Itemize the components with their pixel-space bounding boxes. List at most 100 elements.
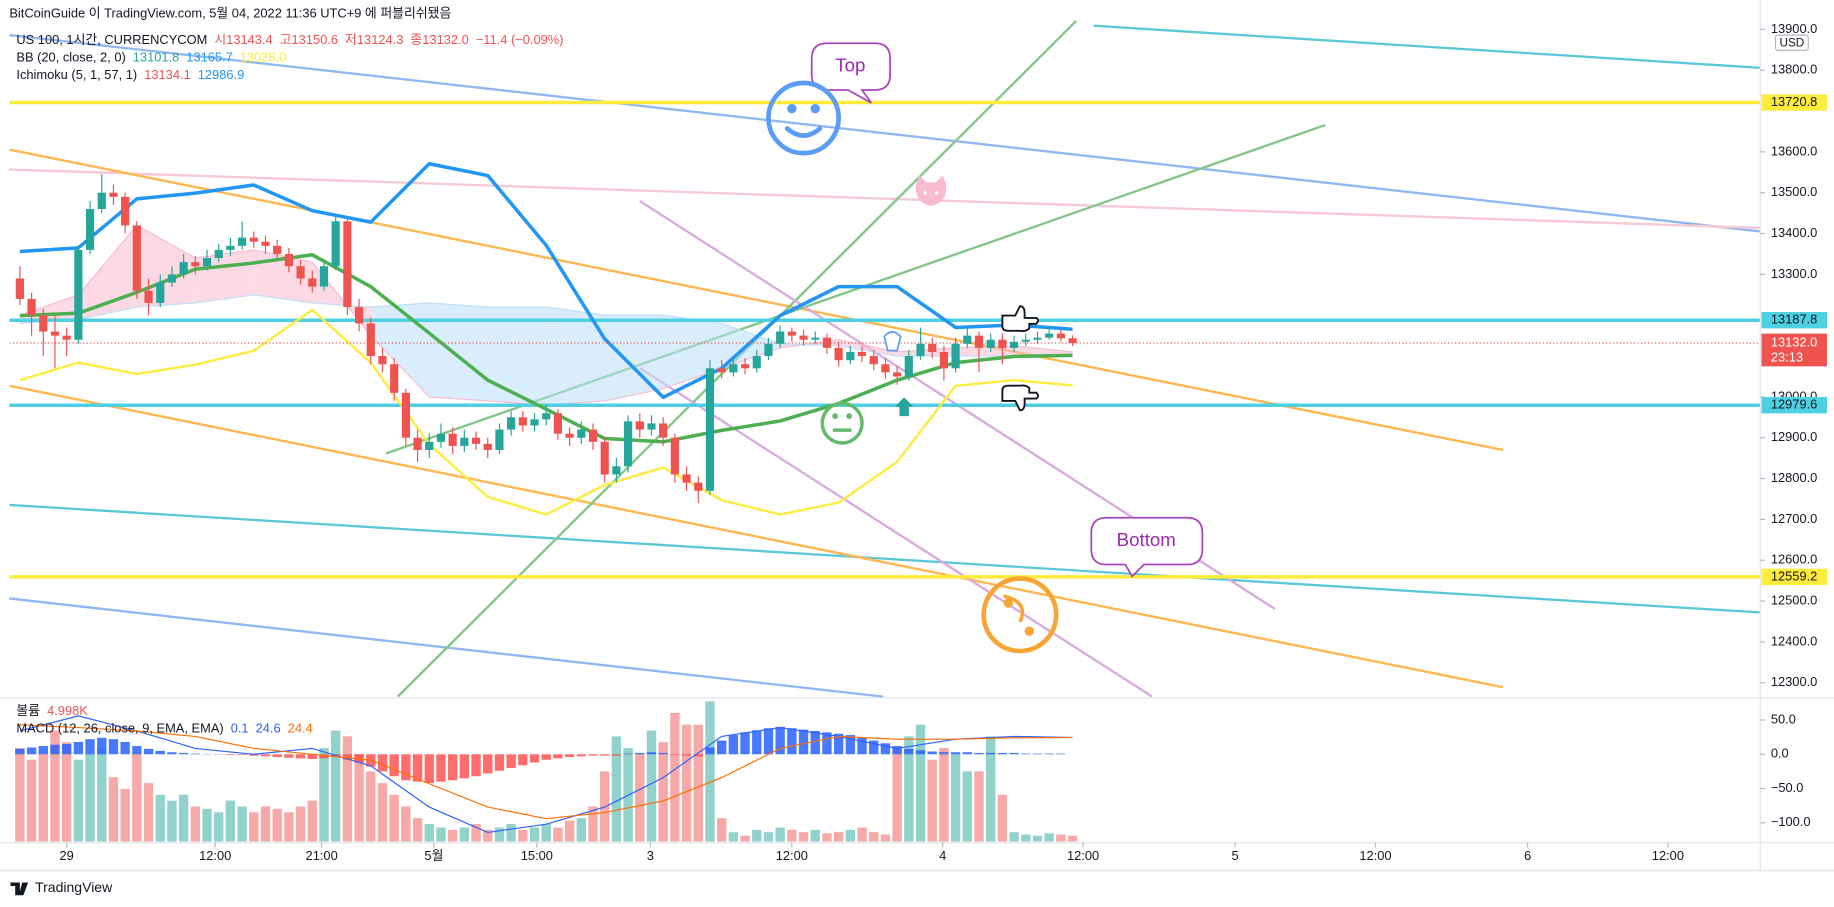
macd-histogram-bar [412, 754, 423, 782]
macd-histogram-bar [681, 754, 692, 756]
candle-body [191, 262, 200, 267]
legend-value: 13165.7 [186, 50, 233, 65]
candle-body [893, 372, 902, 377]
macd-histogram-bar [15, 748, 25, 755]
macd-histogram-bar [705, 747, 715, 755]
y-tick-label: 12500.0 [1771, 592, 1818, 607]
candle-body [460, 437, 469, 446]
legend-value: 24.4 [288, 721, 313, 736]
volume-bar [354, 753, 364, 842]
candle-body [331, 221, 340, 267]
volume-bar [73, 759, 84, 842]
currency: USD [1780, 36, 1805, 49]
legend-row: US 100, 1시간, CURRENCYCOM 시13143.4 고13150.6… [16, 32, 563, 47]
candle-body [846, 351, 855, 361]
macd-histogram-bar [564, 754, 575, 758]
macd-histogram-bar [904, 748, 914, 755]
x-tick-label: 5월 [424, 848, 443, 863]
volume-bar [915, 724, 926, 842]
y-tick-label: 13300.0 [1771, 266, 1818, 281]
volume-bar [658, 742, 668, 842]
candle-body [425, 441, 434, 450]
macd-histogram-bar [600, 754, 610, 756]
volume-bar [389, 794, 399, 842]
volume-bar [1032, 835, 1043, 842]
candle-body [881, 364, 890, 373]
volume-bar [447, 829, 458, 842]
candle-body [904, 356, 913, 377]
candle-body [366, 323, 375, 357]
candle-body [343, 221, 352, 308]
candle-body [167, 274, 177, 283]
volume-bar [50, 730, 60, 842]
y-tick-label: 12700.0 [1771, 511, 1818, 526]
volume-bar [892, 748, 902, 842]
candle-body [62, 335, 71, 340]
legend-value: 종13132.0 [410, 32, 468, 47]
legend-value: 시13143.4 [214, 32, 272, 47]
legend-value: 24.6 [256, 721, 281, 736]
macd-y-tick-label: −100.0 [1771, 814, 1811, 829]
bollinger-lower [19, 308, 1073, 516]
candle-body [202, 258, 212, 267]
volume-bar [576, 818, 586, 842]
candle-body [284, 253, 293, 267]
x-tick-label: 29 [60, 848, 74, 863]
volume-bar [214, 812, 224, 842]
macd-histogram-bar [833, 733, 844, 755]
volume-bar [986, 736, 996, 842]
macd-histogram-bar [424, 754, 434, 784]
y-tick-label: 13800.0 [1771, 62, 1818, 77]
ichimoku-cloud [253, 249, 313, 303]
candle-body [939, 351, 948, 369]
volume-bar [412, 818, 423, 842]
legend-value: MACD (12, 26, close, 9, EMA, EMA) [16, 721, 223, 736]
candle-body [471, 437, 481, 444]
volume-bar [670, 712, 680, 842]
ichimoku-span [19, 294, 1073, 357]
macd-histogram-bar [50, 744, 60, 755]
candle-body [682, 474, 691, 483]
candle-body [577, 429, 586, 438]
macd-histogram-bar [997, 752, 1008, 755]
macd-histogram-bar [319, 754, 329, 759]
signal-line [19, 724, 1073, 820]
last-price-label-bg [1761, 333, 1827, 367]
ichimoku-cloud [838, 339, 898, 357]
macd-histogram-bar [284, 754, 294, 758]
candle-body [1068, 338, 1077, 343]
volume-bar [494, 827, 505, 842]
x-tick-label: 6 [1524, 848, 1531, 863]
volume-bar [1056, 834, 1066, 842]
macd-histogram-bar [1044, 753, 1054, 755]
volume-bar [529, 827, 540, 842]
macd-histogram-bar [646, 752, 657, 755]
macd-histogram-bar [178, 752, 189, 755]
macd-histogram-bar [85, 739, 95, 755]
footer-logo-text: TradingView [35, 879, 113, 895]
macd-line [19, 715, 1073, 834]
neutral-face-icon [820, 401, 864, 445]
candle-body [565, 433, 574, 438]
volume-bar [249, 812, 259, 842]
macd-histogram-bar [249, 754, 259, 756]
macd-histogram-bar [869, 740, 879, 755]
candle-body [752, 356, 761, 369]
candle-body [249, 237, 258, 242]
macd-histogram-bar [272, 754, 282, 758]
candle-body [1056, 333, 1065, 339]
level-label: 13187.8 [1771, 312, 1818, 327]
legend-value: −11.4 (−0.09%) [476, 32, 564, 47]
macd-histogram-bar [307, 754, 317, 760]
macd-histogram-bar [447, 754, 458, 781]
macd-histogram-bar [494, 754, 505, 771]
x-tick-label: 15:00 [521, 848, 553, 863]
volume-bar [506, 824, 516, 842]
macd-histogram-bar [471, 754, 481, 777]
ichimoku-cloud [195, 249, 254, 303]
trend-line [9, 33, 1761, 233]
candle-body [156, 282, 165, 303]
ichimoku-cloud [370, 302, 430, 397]
macd-histogram-bar [529, 754, 540, 763]
